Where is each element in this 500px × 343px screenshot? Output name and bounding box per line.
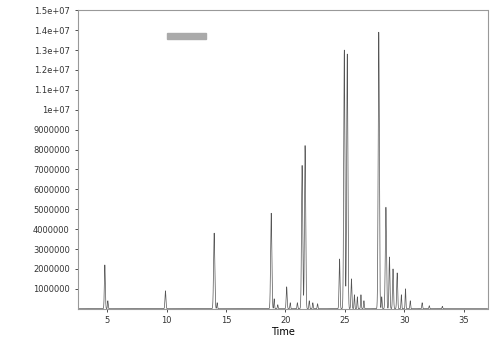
X-axis label: Time: Time xyxy=(270,327,294,337)
